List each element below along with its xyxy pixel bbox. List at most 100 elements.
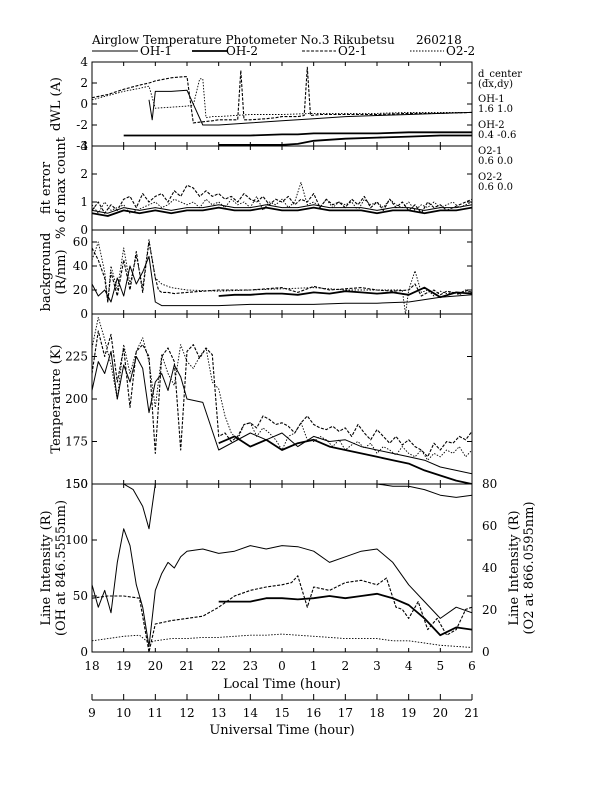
ut-tick-label: 15 bbox=[274, 706, 289, 720]
local-tick-label: 19 bbox=[116, 659, 131, 673]
annotation-line: 0.4 -0.6 bbox=[478, 130, 516, 141]
y-tick-label: 40 bbox=[73, 259, 88, 273]
series-line-O2-1 bbox=[92, 575, 472, 652]
chart-title: Airglow Temperature Photometer No.3 Riku… bbox=[91, 33, 395, 47]
series-group bbox=[92, 484, 472, 652]
ut-tick-label: 13 bbox=[211, 706, 226, 720]
annotation-line: OH-1 bbox=[478, 94, 505, 105]
y-tick-label: -2 bbox=[76, 118, 88, 132]
series-line-OH-1 bbox=[92, 204, 472, 214]
y-tick-label: 225 bbox=[65, 350, 88, 364]
series-line-O2-2 bbox=[92, 239, 472, 314]
y-axis-label-2: % of max count bbox=[54, 136, 69, 239]
annotation-line: (dx,dy) bbox=[478, 79, 513, 90]
y-axis-label-2: (R/nm) bbox=[54, 249, 69, 294]
annotation-line: 0.6 0.0 bbox=[478, 156, 513, 167]
annotation-line: O2-1 bbox=[478, 146, 502, 157]
annotation-line: 0.6 0.0 bbox=[478, 182, 513, 193]
y-right-tick-label: 80 bbox=[482, 477, 497, 491]
y-tick-label: 1 bbox=[80, 195, 88, 209]
y-axis-label: Temperature (K) bbox=[49, 344, 64, 453]
ut-tick-label: 20 bbox=[433, 706, 448, 720]
y-tick-label: 200 bbox=[65, 392, 88, 406]
ut-tick-label: 16 bbox=[306, 706, 321, 720]
local-axis-label: Local Time (hour) bbox=[223, 677, 341, 692]
series-line-OH-1-lower bbox=[92, 528, 472, 647]
annotation-line: d_center bbox=[478, 69, 522, 80]
series-line-O2-1 bbox=[92, 330, 472, 458]
ut-tick-label: 21 bbox=[464, 706, 479, 720]
ut-tick-label: 14 bbox=[243, 706, 259, 720]
ut-tick-label: 9 bbox=[88, 706, 96, 720]
y-tick-label: 0 bbox=[80, 97, 88, 111]
local-tick-label: 21 bbox=[179, 659, 194, 673]
series-line-OH-1 bbox=[148, 89, 472, 126]
y-axis-label: dWL (A) bbox=[49, 77, 64, 131]
legend-label: O2-1 bbox=[338, 44, 367, 58]
local-tick-label: 6 bbox=[468, 659, 476, 673]
series-line-OH-2 bbox=[218, 286, 472, 299]
series-group bbox=[92, 239, 472, 314]
local-tick-label: 4 bbox=[405, 659, 413, 673]
local-tick-label: 1 bbox=[310, 659, 318, 673]
y-tick-label: 50 bbox=[73, 589, 88, 603]
y-axis-label: background bbox=[39, 233, 54, 312]
y-tick-label: 150 bbox=[65, 477, 88, 491]
y-tick-label: 60 bbox=[73, 235, 88, 249]
series-line-OH-2 bbox=[123, 131, 472, 137]
series-group bbox=[92, 66, 472, 146]
y-right-tick-label: 0 bbox=[482, 645, 490, 659]
series-group bbox=[92, 316, 472, 484]
y-tick-label: -4 bbox=[76, 139, 88, 153]
panel-fiterr: 3 2 1 0 fit error% of max count bbox=[39, 136, 473, 239]
local-tick-label: 23 bbox=[243, 659, 258, 673]
legend-label: O2-2 bbox=[446, 44, 475, 58]
panel-dwl: 4 2 0 -2 -4 dWL (A) bbox=[49, 55, 473, 153]
y-right-tick-label: 60 bbox=[482, 519, 497, 533]
y-axis-label-2: (OH at 846.5555nm) bbox=[54, 500, 69, 636]
series-line-O2-2 bbox=[92, 181, 472, 214]
panel-frame bbox=[91, 61, 473, 147]
series-line-OH-2b bbox=[218, 134, 472, 146]
series-group bbox=[92, 181, 472, 217]
y-tick-label: 2 bbox=[80, 76, 88, 90]
ut-tick-label: 11 bbox=[148, 706, 163, 720]
series-line-O2-1 bbox=[92, 184, 472, 214]
y-tick-label: 20 bbox=[73, 283, 88, 297]
series-line-OH-2 bbox=[218, 435, 472, 484]
y-axis-label: Line Intensity (R) bbox=[39, 510, 54, 625]
local-tick-label: 0 bbox=[278, 659, 286, 673]
ut-tick-label: 12 bbox=[179, 706, 194, 720]
ut-tick-label: 19 bbox=[401, 706, 416, 720]
series-line-OH-1 bbox=[123, 484, 472, 530]
y-tick-label: 150 bbox=[65, 477, 88, 491]
series-line-OH-1 bbox=[92, 255, 472, 307]
local-tick-label: 2 bbox=[342, 659, 350, 673]
ut-tick-label: 17 bbox=[338, 706, 353, 720]
series-line-O2-1 bbox=[92, 66, 472, 124]
ut-tick-label: 10 bbox=[116, 706, 131, 720]
panel-bg: 60 40 20 0 background (R/nm) bbox=[39, 229, 473, 321]
legend-label: OH-1 bbox=[140, 44, 172, 58]
y-tick-label: 0 bbox=[80, 645, 88, 659]
y-right-axis-label: Line Intensity (R) bbox=[507, 510, 522, 625]
y-tick-label: 3 bbox=[80, 139, 88, 153]
y-right-axis-label-2: (O2 at 866.0595nm) bbox=[522, 501, 537, 634]
ut-axis-label: Universal Time (hour) bbox=[209, 723, 354, 738]
y-tick-label: 2 bbox=[80, 167, 88, 181]
panel-temp: 225 200 175 150 Temperature (K) bbox=[49, 313, 473, 491]
y-tick-label: 100 bbox=[65, 533, 88, 547]
y-axis-label: fit error bbox=[39, 161, 54, 214]
local-tick-label: 5 bbox=[437, 659, 445, 673]
local-tick-label: 3 bbox=[373, 659, 381, 673]
legend-label: OH-2 bbox=[226, 44, 258, 58]
series-line-OH-1 bbox=[92, 350, 472, 475]
y-right-tick-label: 20 bbox=[482, 603, 497, 617]
y-tick-label: 0 bbox=[80, 307, 88, 321]
y-tick-label: 0 bbox=[80, 223, 88, 237]
panel-frame bbox=[91, 145, 473, 231]
